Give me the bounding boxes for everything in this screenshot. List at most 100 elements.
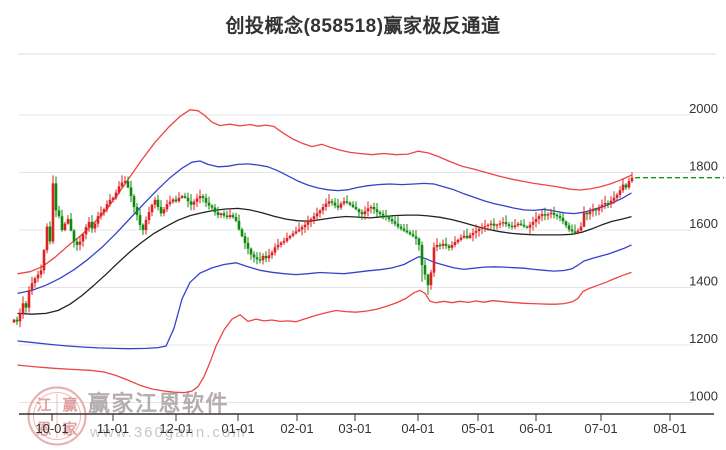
candle-body — [423, 265, 427, 275]
candle-body — [483, 226, 487, 228]
band-lower_inner_blue — [17, 244, 632, 350]
candle-body — [243, 236, 247, 243]
candle-body — [108, 199, 112, 205]
candle-body — [45, 226, 49, 251]
x-axis-label: 11-01 — [97, 421, 129, 436]
y-axis: 2000 1800 1600 1400 1200 1000 — [19, 101, 718, 404]
watermark: 江赢恩 家赢家江恩软件 www.360gann.com — [27, 386, 245, 446]
candle-body — [90, 221, 94, 229]
candle-body — [135, 207, 139, 216]
candle-body — [537, 216, 541, 220]
candle-body — [525, 226, 529, 228]
candle-body — [297, 229, 301, 232]
candle-body — [441, 243, 445, 246]
candle-body — [165, 204, 169, 210]
candle-body — [504, 222, 508, 225]
candle-body — [495, 224, 499, 226]
candle-body — [354, 207, 358, 210]
candle-body — [327, 201, 331, 204]
candle-body — [546, 214, 550, 216]
candle-body — [237, 220, 241, 230]
candle-body — [72, 230, 76, 242]
x-axis-label: 05-01 — [461, 421, 494, 436]
candle-body — [615, 194, 619, 198]
candle-body — [432, 247, 436, 273]
candle-body — [552, 212, 556, 215]
candle-body — [57, 210, 61, 217]
candle-body — [492, 223, 496, 226]
candle-body — [363, 211, 367, 215]
candle-body — [42, 250, 46, 271]
x-axis: 10-01 11-01 12-01 01-01 02-01 03-01 04-01 05-01… — [19, 413, 714, 436]
candle-body — [474, 231, 478, 233]
candle-body — [597, 207, 601, 211]
candle-body — [33, 278, 37, 284]
candle-body — [585, 212, 589, 215]
candle-body — [516, 223, 520, 226]
candle-body — [117, 186, 121, 193]
y-axis-label: 1600 — [689, 216, 718, 231]
candle-body — [612, 197, 616, 201]
candle-body — [456, 239, 460, 243]
candle-body — [411, 234, 415, 237]
candle-body — [279, 242, 283, 245]
candle-body — [60, 216, 64, 230]
candle-body — [366, 208, 370, 212]
candle-body — [315, 213, 319, 217]
candle-body — [534, 219, 538, 222]
candle-body — [81, 234, 85, 242]
candle-body — [477, 228, 481, 232]
candle-body — [342, 201, 346, 204]
candle-body — [63, 223, 67, 230]
candle-body — [171, 199, 175, 202]
candles — [12, 172, 634, 328]
candle-body — [303, 224, 307, 228]
candle-body — [174, 199, 178, 202]
candle-body — [603, 203, 607, 205]
candle-body — [102, 209, 106, 213]
candle-body — [66, 219, 70, 224]
candle-body — [459, 237, 463, 240]
candle-body — [273, 247, 277, 253]
candle-body — [156, 199, 160, 207]
candle-body — [540, 214, 544, 217]
candle-body — [486, 224, 490, 226]
candle-body — [138, 215, 142, 225]
candle-body — [447, 245, 451, 248]
candle-body — [306, 221, 310, 225]
candle-body — [582, 212, 586, 227]
candle-body — [177, 197, 181, 202]
watermark-brand: 赢家江恩软件 — [88, 391, 229, 416]
candle-body — [267, 255, 271, 259]
y-axis-label: 2000 — [689, 101, 718, 116]
candle-body — [453, 242, 457, 245]
candle-body — [126, 181, 130, 188]
watermark-logo-char: 恩 — [36, 421, 51, 438]
candle-body — [225, 215, 229, 217]
x-axis-label: 06-01 — [519, 421, 552, 436]
watermark-logo-char: 江 — [36, 396, 51, 414]
candle-body — [78, 241, 82, 245]
candle-body — [465, 235, 469, 239]
candle-body — [300, 227, 304, 230]
candle-body — [588, 211, 592, 215]
candle-body — [207, 202, 211, 206]
candle-body — [384, 215, 388, 217]
candle-body — [426, 274, 430, 286]
candle-body — [75, 241, 79, 245]
x-axis-label: 10-01 — [35, 421, 68, 436]
candle-body — [618, 190, 622, 195]
x-axis-label: 03-01 — [338, 421, 371, 436]
candle-body — [312, 216, 316, 220]
candle-body — [153, 199, 157, 205]
candle-body — [246, 242, 250, 249]
candle-body — [600, 204, 604, 208]
candle-body — [405, 230, 409, 233]
candle-body — [471, 232, 475, 236]
candle-body — [195, 198, 199, 202]
candle-body — [222, 213, 226, 216]
candle-body — [30, 283, 34, 291]
watermark-logo-ring-inner — [33, 392, 81, 440]
candle-body — [369, 207, 373, 209]
